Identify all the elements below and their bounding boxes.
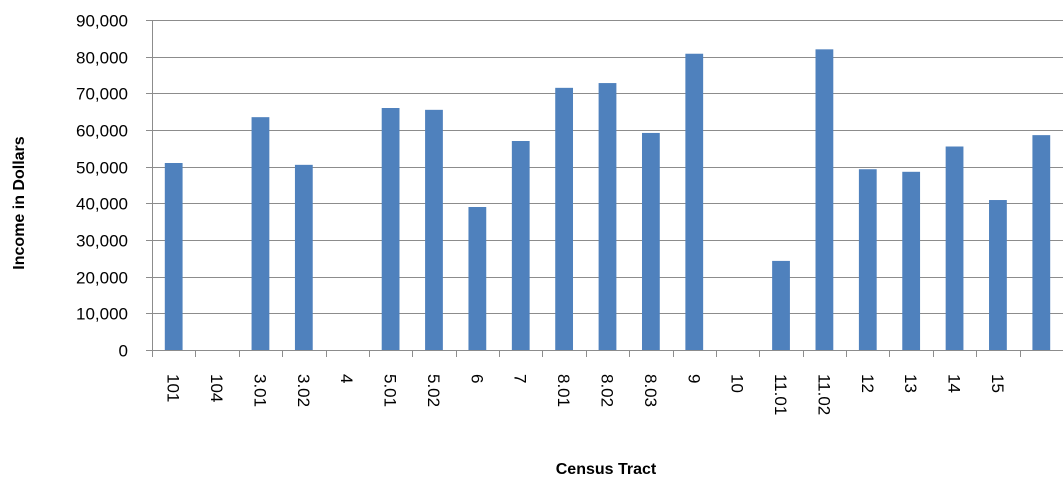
bar [1032,135,1051,350]
x-tick-label: 8.03 [641,374,660,407]
bar [164,163,183,350]
axes [146,20,1063,357]
bar [858,169,877,350]
bar [294,164,313,350]
y-tick-label: 80,000 [76,49,128,68]
x-tick-label: 10 [728,374,747,393]
x-tick-label: 7 [511,374,530,383]
x-tick-label: 101 [164,374,183,402]
x-axis-title: Census Tract [556,461,657,478]
x-tick-label: 8.01 [554,374,573,407]
bar [989,200,1007,350]
x-tick-label: 11.02 [814,374,833,415]
x-tick-label: 13 [901,374,920,393]
bar [468,207,487,350]
bars [164,49,1051,351]
y-axis-title: Income in Dollars [11,136,28,269]
bar [902,171,921,350]
y-tick-label: 60,000 [76,122,128,141]
x-tick-label: 9 [684,374,703,383]
y-tick-label: 90,000 [76,12,128,31]
x-tick-label: 11.01 [771,374,790,415]
bar [641,132,660,350]
y-tick-label: 30,000 [76,232,128,251]
y-tick-label: 20,000 [76,269,128,288]
x-tick-label: 4 [337,374,356,383]
x-tick-label: 12 [858,374,877,393]
bar [772,260,790,350]
x-tick-labels: 101 104 3.01 3.02 4 5.01 5.02 6 7 8.01 8.02 8.03 9 10… [164,374,1007,415]
x-tick-label: 5.01 [381,374,400,407]
y-tick-label: 50,000 [76,159,128,178]
bar [945,146,964,350]
y-tick-label: 0 [119,342,128,361]
bar [555,87,574,350]
y-tick-label: 10,000 [76,305,128,324]
bar [598,83,617,351]
bar [251,117,270,351]
bar [815,49,834,350]
bar [381,108,400,350]
x-tick-label: 3.01 [250,374,269,407]
y-tick-label: 40,000 [76,195,128,214]
x-tick-label: 3.02 [294,374,313,407]
y-tick-label: 70,000 [76,85,128,104]
bar [511,141,530,350]
x-tick-label: 5.02 [424,374,443,407]
x-tick-label: 6 [467,374,486,383]
x-tick-label: 104 [207,374,226,402]
x-tick-label: 14 [945,374,964,393]
bar [425,109,443,350]
bar [685,53,704,350]
x-tick-label: 8.02 [598,374,617,407]
y-tick-labels: 0 10,000 20,000 30,000 40,000 50,000 60,000 70,… [76,12,128,361]
x-tick-label: 15 [988,374,1007,393]
